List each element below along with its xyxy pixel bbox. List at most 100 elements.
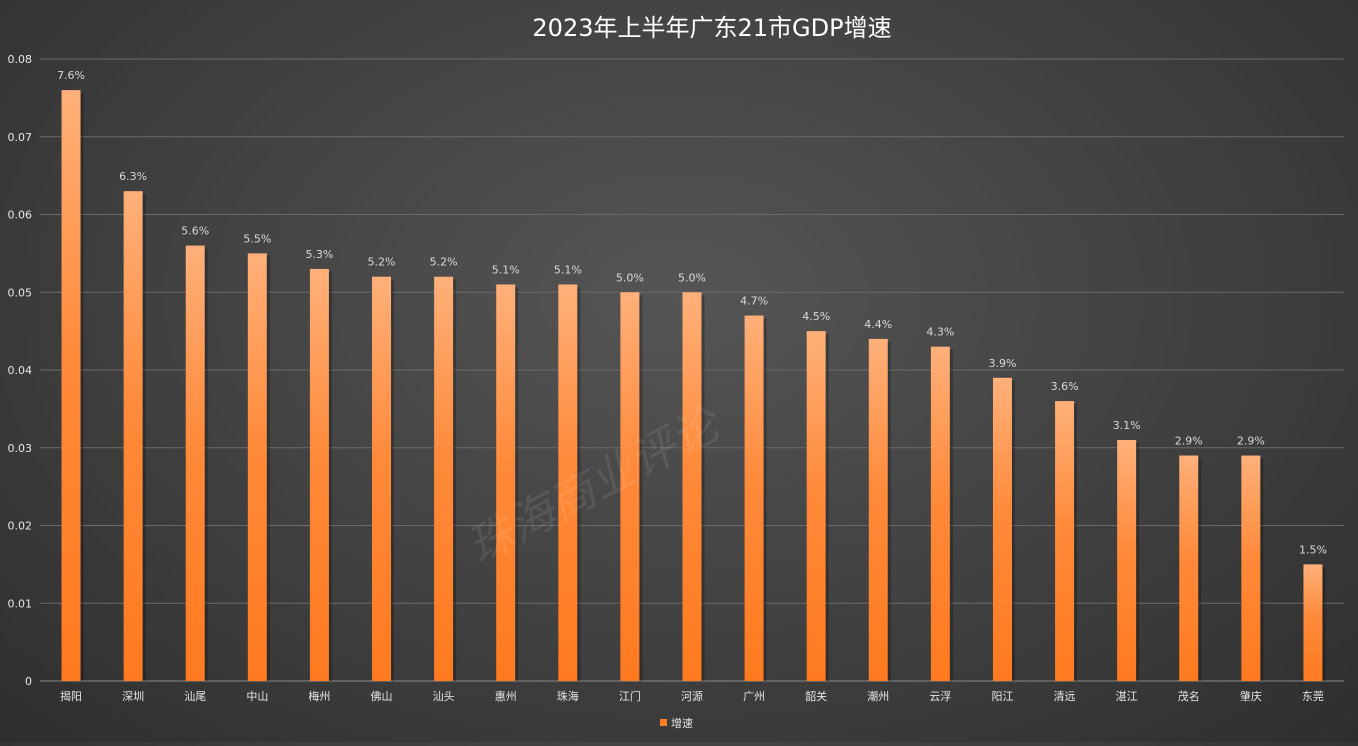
data-labels: 7.6% 6.3% 5.6% 5.5% 5.3% 5.2% 5.2% 5.1% 5.1% 5.0%… — [57, 69, 1327, 556]
data-label: 2.9% — [1175, 435, 1203, 448]
bar-8 — [558, 284, 578, 681]
bar-10 — [682, 292, 702, 681]
bar-0 — [61, 90, 81, 682]
legend-swatch — [660, 719, 667, 726]
bar-6 — [434, 276, 454, 681]
bar-shadow-15 — [1011, 380, 1015, 681]
y-tick-label: 0.05 — [8, 286, 33, 299]
data-label: 6.3% — [119, 170, 147, 183]
x-tick-label: 东莞 — [1302, 690, 1324, 703]
x-tick-label: 珠海 — [557, 689, 579, 703]
bar-shadow-3 — [266, 256, 270, 681]
bar-shadow-18 — [1198, 458, 1202, 681]
y-tick-label: 0 — [25, 675, 32, 688]
x-tick-label: 韶关 — [805, 689, 827, 703]
bar-2 — [185, 245, 205, 681]
data-label: 4.7% — [740, 295, 768, 308]
bar-shadow-19 — [1260, 458, 1264, 681]
data-label: 3.6% — [1051, 380, 1079, 393]
x-tick-label: 惠州 — [495, 689, 517, 703]
y-tick-label: 0.07 — [8, 131, 33, 144]
data-label: 5.0% — [616, 271, 644, 284]
bar-16 — [1055, 401, 1075, 681]
bar-18 — [1179, 455, 1199, 681]
y-tick-label: 0.03 — [8, 442, 33, 455]
bar-shadow-13 — [887, 341, 891, 681]
data-label: 5.5% — [243, 232, 271, 245]
bar-9 — [620, 292, 640, 681]
chart-title: 2023年上半年广东21市GDP增速 — [532, 14, 891, 42]
bar-20 — [1303, 564, 1323, 681]
y-axis: 0 0.01 0.02 0.03 0.04 0.05 0.06 0.07 0.08 — [8, 53, 33, 688]
bar-shadow-0 — [80, 93, 84, 682]
bar-4 — [309, 268, 329, 681]
bar-shadow-20 — [1322, 567, 1326, 681]
x-tick-label: 云浮 — [929, 690, 951, 703]
bar-7 — [496, 284, 516, 681]
x-tick-label: 揭阳 — [60, 689, 82, 703]
bar-shadow-16 — [1074, 404, 1078, 681]
y-tick-label: 0.06 — [8, 209, 33, 222]
x-tick-label: 茂名 — [1178, 689, 1200, 703]
bar-shadow-4 — [328, 271, 332, 681]
data-label: 5.2% — [430, 256, 458, 269]
data-label: 7.6% — [57, 69, 85, 82]
x-axis: 揭阳 深圳 汕尾 中山 梅州 佛山 汕头 惠州 珠海 江门 河源 广州 韶关 潮州 云浮 阳江 清远 湛江 茂名 肇庆… — [60, 689, 1324, 703]
bar-15 — [992, 377, 1012, 681]
bar-11 — [744, 315, 764, 681]
bar-5 — [372, 276, 392, 681]
bar-shadow-6 — [453, 279, 457, 681]
data-label: 3.1% — [1113, 419, 1141, 432]
data-label: 5.6% — [181, 225, 209, 238]
data-label: 5.2% — [368, 256, 396, 269]
bar-shadow-11 — [763, 318, 767, 681]
data-label: 5.3% — [305, 248, 333, 261]
x-tick-label: 湛江 — [1116, 690, 1138, 703]
x-tick-label: 潮州 — [867, 689, 889, 703]
bar-shadow-10 — [701, 295, 705, 681]
bars — [61, 90, 1326, 682]
y-tick-label: 0.02 — [8, 520, 33, 533]
bar-12 — [806, 331, 826, 681]
x-tick-label: 深圳 — [122, 690, 144, 703]
x-tick-label: 河源 — [681, 689, 703, 703]
x-tick-label: 广州 — [743, 690, 765, 703]
data-label: 4.5% — [802, 310, 830, 323]
data-label: 5.1% — [554, 263, 582, 276]
legend-label: 增速 — [671, 716, 693, 730]
legend: 增速 — [660, 716, 693, 730]
x-tick-label: 汕头 — [433, 690, 455, 703]
data-label: 5.0% — [678, 271, 706, 284]
x-tick-label: 梅州 — [308, 689, 330, 703]
x-tick-label: 阳江 — [991, 690, 1013, 703]
bar-17 — [1117, 439, 1137, 681]
bar-shadow-5 — [391, 279, 395, 681]
bar-shadow-8 — [577, 287, 581, 681]
bar-14 — [930, 346, 950, 681]
data-label: 5.1% — [492, 263, 520, 276]
y-tick-label: 0.08 — [8, 53, 33, 66]
bar-19 — [1241, 455, 1261, 681]
y-tick-label: 0.04 — [8, 364, 33, 377]
x-tick-label: 肇庆 — [1240, 689, 1262, 703]
data-label: 4.4% — [864, 318, 892, 331]
data-label: 2.9% — [1237, 435, 1265, 448]
bar-3 — [247, 253, 267, 681]
data-label: 1.5% — [1299, 543, 1327, 556]
x-tick-label: 清远 — [1054, 690, 1076, 703]
x-tick-label: 佛山 — [371, 690, 393, 703]
x-tick-label: 汕尾 — [184, 690, 206, 703]
bar-shadow-2 — [204, 248, 208, 681]
bar-shadow-12 — [825, 334, 829, 681]
x-tick-label: 江门 — [619, 689, 641, 703]
bar-1 — [123, 191, 143, 682]
data-label: 4.3% — [926, 326, 954, 339]
bar-13 — [868, 338, 888, 681]
bar-shadow-17 — [1136, 442, 1140, 681]
bar-shadow-9 — [639, 295, 643, 681]
bar-shadow-1 — [142, 194, 146, 682]
data-label: 3.9% — [988, 357, 1016, 370]
bar-shadow-7 — [515, 287, 519, 681]
